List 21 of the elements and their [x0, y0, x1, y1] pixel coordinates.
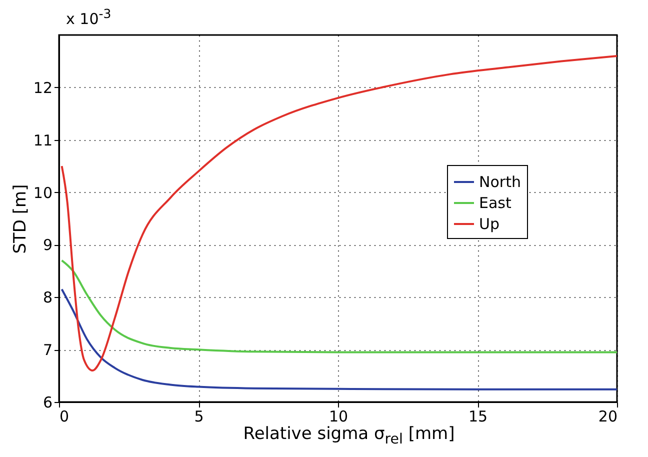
legend-label: Up — [479, 215, 500, 233]
x-tick-label: 20 — [598, 408, 618, 426]
x-tick-label: 0 — [60, 408, 70, 426]
y-axis-title: STD [m] — [10, 184, 30, 254]
text: x 10$^{-3}$ — [66, 6, 112, 28]
legend-label: East — [479, 194, 512, 212]
line-series — [60, 54, 617, 372]
y-tick-label: 9 — [42, 236, 52, 254]
y-tick-label: 7 — [42, 341, 52, 360]
y-tick-label: 6 — [42, 394, 52, 412]
line-series — [60, 259, 617, 354]
x-axis-title: Relative sigma σ$_{rel}$ [mm] — [242, 424, 456, 448]
x-tick-label: 5 — [194, 408, 204, 426]
y-tick-label: 8 — [42, 288, 52, 307]
x-tick-label: 15 — [468, 408, 488, 426]
line-series — [60, 288, 617, 390]
legend-label: North — [479, 173, 521, 191]
y-tick-label: 12 — [33, 78, 52, 97]
y-tick-label: 11 — [33, 131, 52, 150]
x-tick-label: 10 — [328, 408, 348, 426]
y-tick-label: 10 — [33, 184, 52, 202]
